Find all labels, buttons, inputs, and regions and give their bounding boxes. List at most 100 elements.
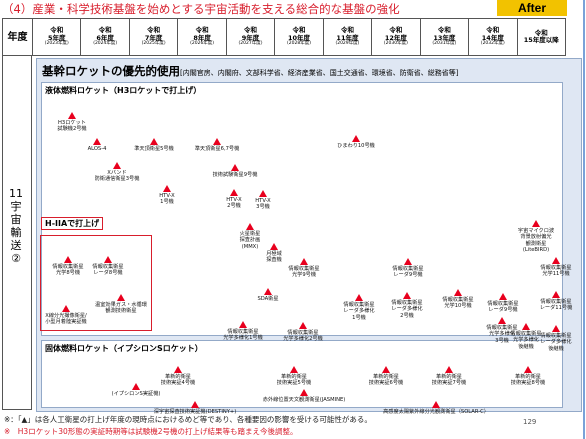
satellite-label: H3ロケット 試験機2号機 bbox=[57, 120, 87, 133]
category-column bbox=[2, 56, 32, 410]
launch-marker-icon bbox=[68, 112, 76, 119]
satellite-label: 情報収集衛星 レーダ9号機 bbox=[392, 266, 424, 279]
launch-marker-icon bbox=[246, 223, 254, 230]
satellite-label: 情報収集衛星 レーダ多様化 2号機 bbox=[391, 300, 423, 319]
year-header-label: 年度 bbox=[2, 18, 33, 56]
satellite-label: 情報収集衛星 光学多様化 3号機 bbox=[486, 325, 518, 344]
launch-marker-icon bbox=[113, 162, 121, 169]
year-cell: 令和 12年度 (2030年度) bbox=[371, 18, 421, 56]
launch-marker-icon bbox=[299, 322, 307, 329]
satellite-label: 準天頂衛星5号機 bbox=[134, 146, 174, 152]
launch-marker-icon bbox=[300, 389, 308, 396]
satellite-label: 高感度太陽紫外線分光観測衛星（SOLAR-C） bbox=[383, 409, 489, 415]
launch-marker-icon bbox=[352, 135, 360, 142]
right-edge-bar bbox=[583, 0, 585, 439]
launch-marker-icon bbox=[213, 138, 221, 145]
timeline-arrow-head bbox=[561, 58, 581, 412]
satellite-label: HTV-X 2号機 bbox=[226, 197, 242, 210]
satellite-label: 火星衛星 探査計画 (MMX) bbox=[239, 231, 261, 250]
satellite-label: 温室効果ガス・水循環 観測技術衛星 bbox=[95, 302, 147, 315]
after-badge: After bbox=[497, 0, 567, 16]
satellite-label: 情報収集衛星 光学多様化2号機 bbox=[283, 330, 323, 343]
launch-marker-icon bbox=[174, 366, 182, 373]
year-cell: 令和 9年度 (2027年度) bbox=[225, 18, 276, 56]
launch-marker-icon bbox=[93, 138, 101, 145]
satellite-label: 情報収集衛星 レーダ11号機 bbox=[539, 299, 573, 312]
launch-marker-icon bbox=[499, 293, 507, 300]
satellite-label: 革新的衛星 技術実証7号機 bbox=[431, 374, 467, 387]
launch-marker-icon bbox=[104, 256, 112, 263]
launch-marker-icon bbox=[62, 305, 70, 312]
satellite-label: HTV-X 3号機 bbox=[255, 198, 271, 211]
year-cell: 令和 5年度 (2023年度) bbox=[31, 18, 82, 56]
launch-marker-icon bbox=[403, 292, 411, 299]
launch-marker-icon bbox=[522, 323, 530, 330]
footnote-1: ※：「▲」は各人工衛星の打上げ年度の現時点におけるめど等であり、各種要因の影響を… bbox=[4, 415, 372, 424]
satellite-label: (イプシロンS実証機) bbox=[111, 391, 161, 397]
satellite-label: 革新的衛星 技術実証5号機 bbox=[276, 374, 312, 387]
year-cell: 令和 10年度 (2028年度) bbox=[274, 18, 324, 56]
satellite-label: 情報収集衛星 光学10号機 bbox=[442, 297, 474, 310]
launch-marker-icon bbox=[150, 138, 158, 145]
launch-marker-icon bbox=[355, 294, 363, 301]
launch-marker-icon bbox=[64, 256, 72, 263]
satellite-label: X線分光撮像衛星/小型月着陸実証機 bbox=[45, 313, 87, 326]
satellite-label: HTV-X 1号機 bbox=[159, 193, 175, 206]
main-heading: 基幹ロケットの優先的使用[内閣官房、内閣府、文部科学省、経済産業省、国土交通省、… bbox=[42, 64, 459, 78]
satellite-label: SDA衛星 bbox=[257, 296, 279, 302]
launch-marker-icon bbox=[239, 321, 247, 328]
launch-marker-icon bbox=[432, 401, 440, 408]
year-cell: 令和 6年度 (2024年度) bbox=[80, 18, 130, 56]
satellite-label: Xバンド 防衛通信衛星3号機 bbox=[94, 170, 140, 183]
satellite-label: 情報収集衛星 レーダ多様化 後継機 bbox=[540, 333, 572, 352]
footnote-2: ※ H3ロケット30形態の実証時期等は試験機2号機の打上げ結果等も踏まえ今後調整… bbox=[4, 427, 298, 436]
liquid-rocket-box bbox=[41, 82, 563, 336]
h2a-group-box bbox=[40, 235, 152, 331]
launch-marker-icon bbox=[445, 366, 453, 373]
launch-marker-icon bbox=[454, 289, 462, 296]
satellite-label: 情報収集衛星 光学11号機 bbox=[540, 265, 572, 278]
satellite-label: 革新的衛星 技術実証6号機 bbox=[368, 374, 404, 387]
launch-marker-icon bbox=[382, 366, 390, 373]
year-cell: 令和 8年度 (2026年度) bbox=[177, 18, 227, 56]
launch-marker-icon bbox=[524, 366, 532, 373]
satellite-label: 情報収集衛星 光学8号機 bbox=[52, 264, 84, 277]
year-header-table: 年度 令和 5年度 (2023年度) 令和 6年度 (2024年度) 令和 7年度 (202… bbox=[2, 18, 567, 56]
satellite-label: 情報収集衛星 光学多様化1号機 bbox=[223, 329, 263, 342]
satellite-label: 月極域 探査機 bbox=[266, 251, 282, 264]
satellite-label: 情報収集衛星 レーダ多様化 1号機 bbox=[343, 302, 375, 321]
satellite-label: 情報収集衛星 光学9号機 bbox=[288, 266, 320, 279]
category-label: 11 宇宙輸送② bbox=[9, 187, 23, 265]
satellite-label: 革新的衛星 技術実証4号機 bbox=[160, 374, 196, 387]
satellite-label: 情報収集衛星 光学多様化 後継機 bbox=[510, 331, 542, 350]
satellite-label: 宇宙マイクロ波 背景放射偏光 観測衛星 (LiteBIRD) bbox=[517, 228, 555, 254]
launch-marker-icon bbox=[191, 401, 199, 408]
launch-marker-icon bbox=[552, 257, 560, 264]
launch-marker-icon bbox=[230, 189, 238, 196]
launch-marker-icon bbox=[163, 185, 171, 192]
satellite-label: 準天頂衛星6,7号機 bbox=[194, 146, 240, 152]
launch-marker-icon bbox=[532, 220, 540, 227]
launch-marker-icon bbox=[290, 366, 298, 373]
launch-marker-icon bbox=[117, 294, 125, 301]
launch-marker-icon bbox=[132, 383, 140, 390]
launch-marker-icon bbox=[264, 288, 272, 295]
solid-rocket-box bbox=[41, 340, 563, 408]
year-cell: 令和 11年度 (2029年度) bbox=[322, 18, 373, 56]
satellite-label: ひまわり10号機 bbox=[337, 143, 375, 149]
launch-marker-icon bbox=[270, 243, 278, 250]
launch-marker-icon bbox=[259, 190, 267, 197]
satellite-label: 革新的衛星 技術実証8号機 bbox=[510, 374, 546, 387]
satellite-label: 情報収集衛星 レーダ8号機 bbox=[92, 264, 124, 277]
year-cell: 令和 7年度 (2025年度) bbox=[128, 18, 179, 56]
launch-marker-icon bbox=[231, 164, 239, 171]
launch-marker-icon bbox=[552, 325, 560, 332]
launch-marker-icon bbox=[404, 258, 412, 265]
launch-marker-icon bbox=[300, 258, 308, 265]
launch-marker-icon bbox=[498, 317, 506, 324]
satellite-label: 技術試験衛星9号機 bbox=[212, 172, 258, 178]
page-title: （4）産業・科学技術基盤を始めとする宇宙活動を支える総合的な基盤の強化 bbox=[2, 2, 400, 16]
liquid-rocket-title: 液体燃料ロケット（H3ロケットで打上げ） bbox=[45, 86, 202, 95]
h2a-label: H-IIAで打上げ bbox=[41, 217, 104, 230]
satellite-label: 情報収集衛星 レーダ9号機 bbox=[487, 301, 519, 314]
